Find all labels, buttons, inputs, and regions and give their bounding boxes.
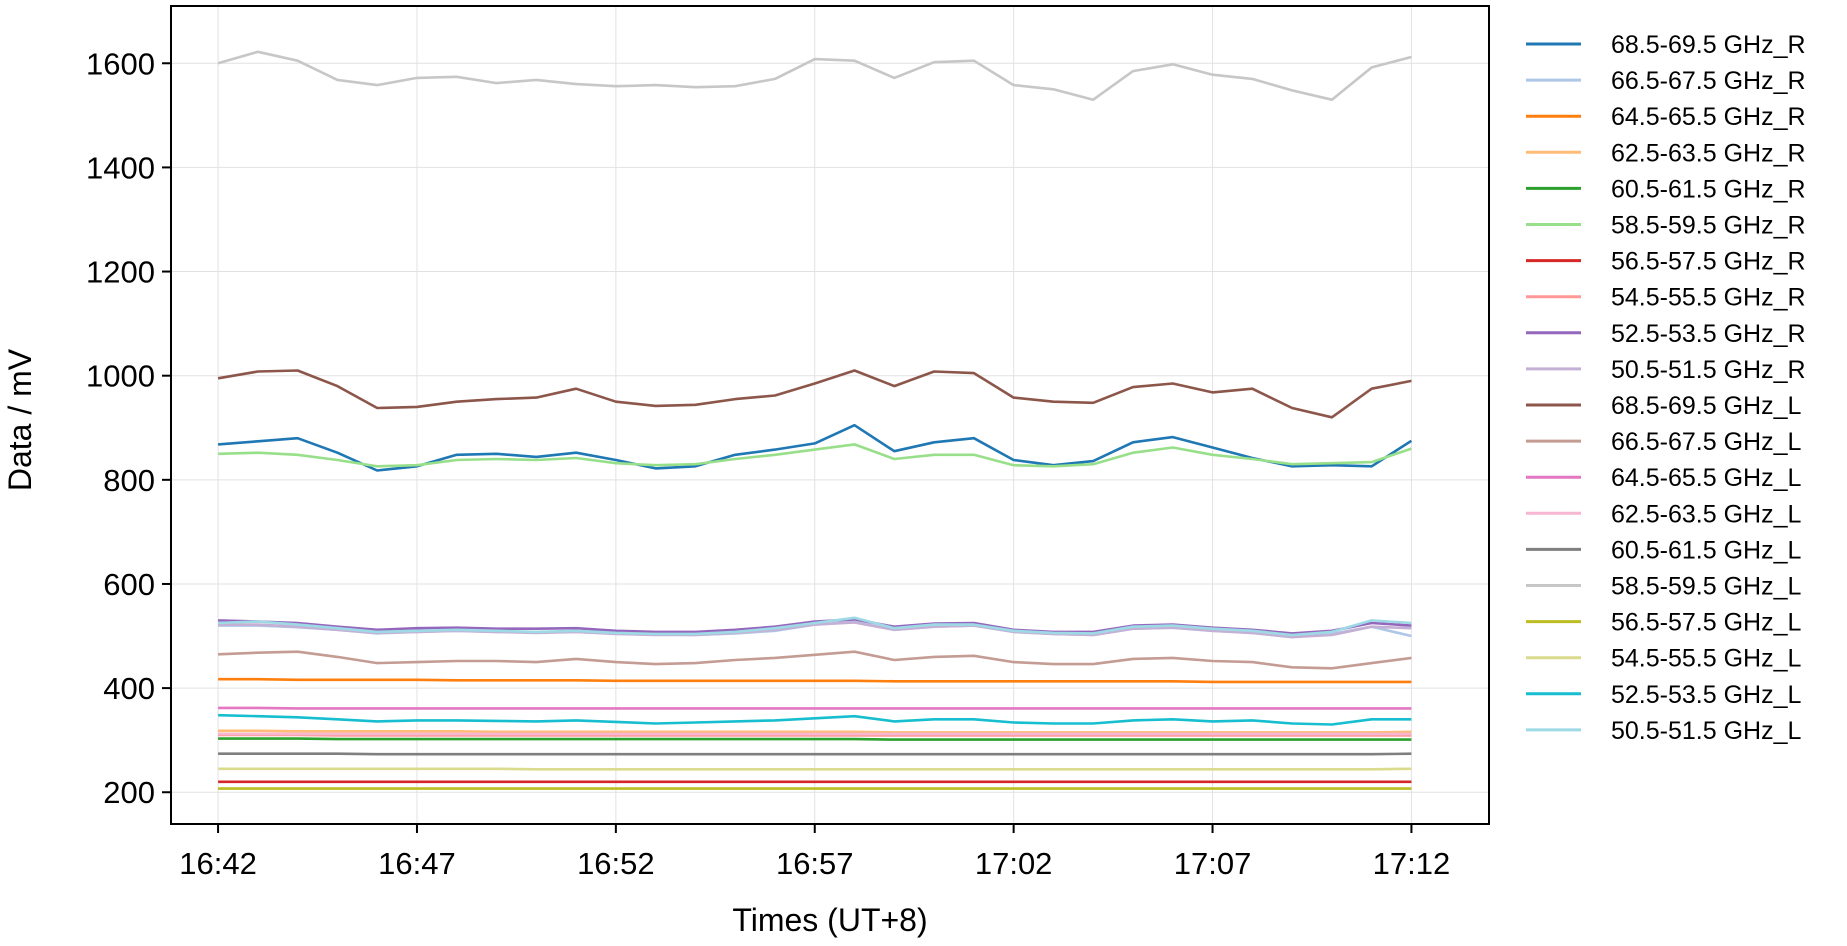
series-line (218, 729, 1412, 734)
y-tick-label: 600 (103, 567, 155, 602)
x-tick-label: 16:52 (577, 846, 655, 881)
x-tick-label: 16:57 (776, 846, 854, 881)
legend-label: 50.5-51.5 GHz_L (1611, 717, 1801, 745)
series-line (217, 369, 1412, 419)
plot-frame (170, 5, 1490, 825)
legend: 68.5-69.5 GHz_R 66.5-67.5 GHz_R 64.5-65.5 … (1526, 31, 1806, 745)
series-line (218, 677, 1412, 684)
series-line (218, 706, 1412, 710)
legend-label: 64.5-65.5 GHz_R (1611, 103, 1806, 131)
y-tick-label: 1400 (86, 150, 155, 185)
series-line (218, 713, 1412, 726)
series-lines (217, 50, 1413, 790)
series-line (217, 50, 1412, 101)
y-axis-ticks: 200 400 600 800 1000 1200 1400 1600 (86, 46, 171, 810)
legend-label: 66.5-67.5 GHz_L (1611, 428, 1801, 456)
gridlines (171, 6, 1489, 824)
series-line (218, 767, 1412, 771)
x-axis-title: Times (UT+8) (732, 902, 927, 938)
y-tick-label: 400 (103, 671, 155, 706)
x-axis-ticks: 16:42 16:47 16:52 16:57 17:02 17:07 17:12 (179, 824, 1450, 881)
x-tick-label: 17:12 (1373, 846, 1451, 881)
y-tick-label: 1000 (86, 359, 155, 394)
series-line (218, 443, 1412, 468)
y-axis-title: Data / mV (2, 348, 38, 491)
x-tick-label: 17:02 (975, 846, 1053, 881)
x-tick-label: 16:42 (179, 846, 257, 881)
legend-label: 68.5-69.5 GHz_R (1611, 31, 1806, 59)
legend-label: 56.5-57.5 GHz_R (1611, 248, 1806, 276)
legend-label: 68.5-69.5 GHz_L (1611, 392, 1801, 420)
x-tick-label: 17:07 (1174, 846, 1252, 881)
legend-label: 60.5-61.5 GHz_R (1611, 175, 1806, 203)
legend-label: 52.5-53.5 GHz_R (1611, 320, 1806, 348)
legend-label: 58.5-59.5 GHz_R (1611, 212, 1806, 240)
legend-label: 58.5-59.5 GHz_L (1611, 573, 1801, 601)
legend-label: 50.5-51.5 GHz_R (1611, 356, 1806, 384)
legend-label: 56.5-57.5 GHz_L (1611, 609, 1801, 637)
series-line (218, 752, 1412, 756)
legend-label: 62.5-63.5 GHz_R (1611, 139, 1806, 167)
legend-label: 52.5-53.5 GHz_L (1611, 681, 1801, 709)
y-tick-label: 1600 (86, 46, 155, 81)
series-line (218, 733, 1412, 737)
legend-label: 66.5-67.5 GHz_R (1611, 67, 1806, 95)
legend-label: 54.5-55.5 GHz_L (1611, 645, 1801, 673)
y-tick-label: 800 (103, 463, 155, 498)
legend-label: 62.5-63.5 GHz_L (1611, 500, 1801, 528)
series-line (218, 650, 1412, 670)
legend-label: 60.5-61.5 GHz_L (1611, 536, 1801, 564)
series-line (218, 737, 1412, 741)
legend-label: 64.5-65.5 GHz_L (1611, 464, 1801, 492)
x-tick-label: 16:47 (378, 846, 456, 881)
legend-label: 54.5-55.5 GHz_R (1611, 284, 1806, 312)
y-tick-label: 1200 (86, 255, 155, 290)
series-line (218, 616, 1412, 637)
y-tick-label: 200 (103, 775, 155, 810)
